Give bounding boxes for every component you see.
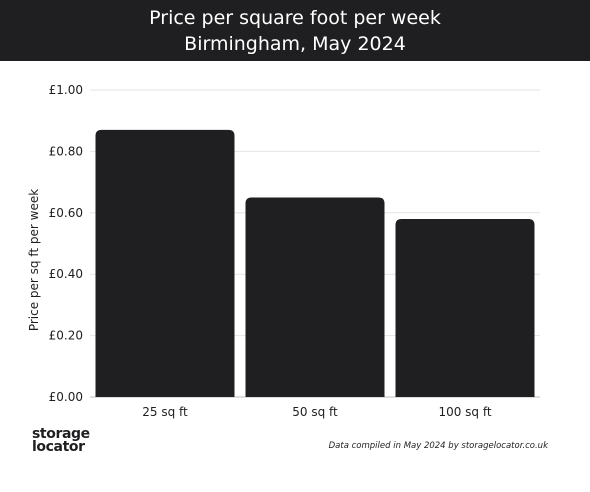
x-axis-ticks: 25 sq ft 50 sq ft 100 sq ft: [142, 405, 492, 419]
y-tick-label: £1.00: [49, 83, 83, 97]
logo-line-2: locator: [32, 439, 85, 455]
x-tick-label: 25 sq ft: [142, 405, 188, 419]
bars: [95, 129, 535, 397]
bar-chart: £0.00 £0.20 £0.40 £0.60 £0.80 £1.00 25 sq ft 5…: [27, 83, 540, 419]
y-tick-label: £0.60: [49, 206, 83, 220]
bar: [95, 129, 235, 397]
y-tick-label: £0.20: [49, 329, 83, 343]
y-tick-label: £0.00: [49, 390, 83, 404]
data-source-note: Data compiled in May 2024 by storageloca…: [328, 441, 548, 451]
x-tick-label: 100 sq ft: [438, 405, 491, 419]
x-tick-label: 50 sq ft: [292, 405, 338, 419]
chart-title: Price per square foot per week: [149, 7, 441, 29]
bar: [245, 197, 385, 397]
y-tick-label: £0.80: [49, 144, 83, 158]
y-axis-label: Price per sq ft per week: [27, 189, 41, 331]
storage-locator-logo: storage locator: [32, 426, 122, 455]
bar: [395, 218, 535, 397]
y-tick-label: £0.40: [49, 267, 83, 281]
chart-header: Price per square foot per week Birmingha…: [0, 0, 590, 61]
chart-subtitle: Birmingham, May 2024: [184, 33, 406, 55]
logo-line-1: storage: [32, 426, 90, 442]
y-axis-ticks: £0.00 £0.20 £0.40 £0.60 £0.80 £1.00: [49, 83, 83, 404]
